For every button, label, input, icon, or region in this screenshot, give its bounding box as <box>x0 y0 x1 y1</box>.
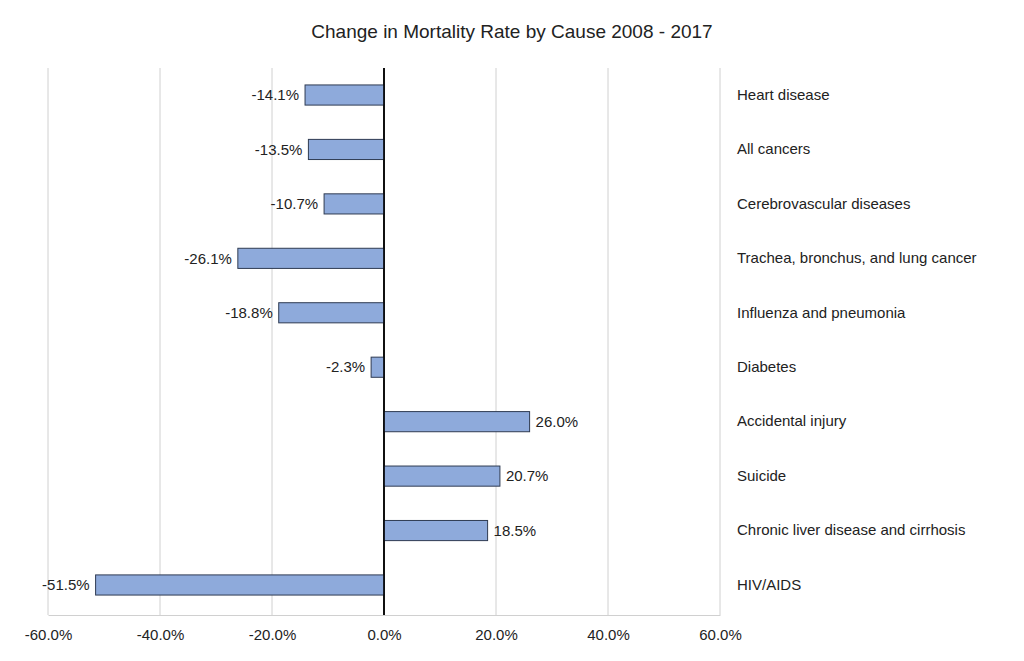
x-tick-label: 60.0% <box>699 626 742 643</box>
bar <box>238 248 384 268</box>
data-label: -51.5% <box>42 576 90 593</box>
chart: Change in Mortality Rate by Cause 2008 -… <box>0 0 1024 661</box>
category-tick: Chronic liver disease and cirrhosis <box>737 521 965 538</box>
x-tick: -20.0% <box>249 615 297 643</box>
x-axis: -60.0% -40.0% -20.0% 0.0% 20.0% 40.0% 60.0% <box>25 615 742 643</box>
data-label: -14.1% <box>252 86 300 103</box>
bar <box>324 194 384 214</box>
x-tick-label: 0.0% <box>367 626 401 643</box>
bar <box>371 357 384 377</box>
grid-line <box>608 68 609 615</box>
category-tick: Heart disease <box>737 86 830 103</box>
category-label: Accidental injury <box>737 412 847 429</box>
x-tick-label: -60.0% <box>25 626 73 643</box>
data-label: -18.8% <box>225 304 273 321</box>
data-label: 26.0% <box>536 413 579 430</box>
zero-line <box>383 68 385 615</box>
category-label: Suicide <box>737 467 786 484</box>
grid-line <box>160 68 161 615</box>
grid <box>48 68 720 615</box>
data-label: -2.3% <box>326 358 365 375</box>
bar <box>96 575 384 595</box>
category-label: Influenza and pneumonia <box>737 304 906 321</box>
category-label: Cerebrovascular diseases <box>737 195 910 212</box>
category-label: Trachea, bronchus, and lung cancer <box>737 249 977 266</box>
category-tick: Trachea, bronchus, and lung cancer <box>737 249 977 266</box>
x-axis-line <box>49 615 721 616</box>
x-tick: 60.0% <box>699 615 742 643</box>
x-tick: 40.0% <box>587 615 630 643</box>
title: Change in Mortality Rate by Cause 2008 -… <box>311 21 712 42</box>
bar <box>384 412 530 432</box>
category-tick: Suicide <box>737 467 786 484</box>
x-tick: -60.0% <box>25 615 73 643</box>
x-tick: -40.0% <box>137 615 185 643</box>
data-label: -10.7% <box>271 195 319 212</box>
data-labels: -14.1% -13.5% -10.7% -26.1% -18.8% -2.3% 26.0%… <box>42 86 578 593</box>
data-label: -13.5% <box>255 141 303 158</box>
data-label: 18.5% <box>494 522 537 539</box>
category-label: HIV/AIDS <box>737 576 801 593</box>
category-tick: Influenza and pneumonia <box>737 304 906 321</box>
bar <box>384 466 500 486</box>
bar <box>279 303 384 323</box>
category-tick: HIV/AIDS <box>737 576 801 593</box>
category-tick: Cerebrovascular diseases <box>737 195 910 212</box>
grid-line <box>720 68 721 615</box>
data-label: -26.1% <box>184 250 232 267</box>
x-tick: 20.0% <box>475 615 518 643</box>
zero-line <box>383 68 385 615</box>
x-tick-label: 20.0% <box>475 626 518 643</box>
grid-line <box>48 68 49 615</box>
category-label: Heart disease <box>737 86 830 103</box>
category-axis: Heart disease All cancers Cerebrovascular … <box>737 86 977 593</box>
data-label: 20.7% <box>506 467 549 484</box>
bar <box>308 139 384 159</box>
x-tick: 0.0% <box>367 615 401 643</box>
category-label: All cancers <box>737 140 810 157</box>
x-tick-label: -40.0% <box>137 626 185 643</box>
category-tick: All cancers <box>737 140 810 157</box>
category-tick: Diabetes <box>737 358 796 375</box>
bars <box>96 85 530 595</box>
x-tick-label: 40.0% <box>587 626 630 643</box>
category-label: Chronic liver disease and cirrhosis <box>737 521 965 538</box>
bar <box>384 520 488 540</box>
x-tick-label: -20.0% <box>249 626 297 643</box>
category-label: Diabetes <box>737 358 796 375</box>
bar <box>305 85 384 105</box>
category-tick: Accidental injury <box>737 412 847 429</box>
